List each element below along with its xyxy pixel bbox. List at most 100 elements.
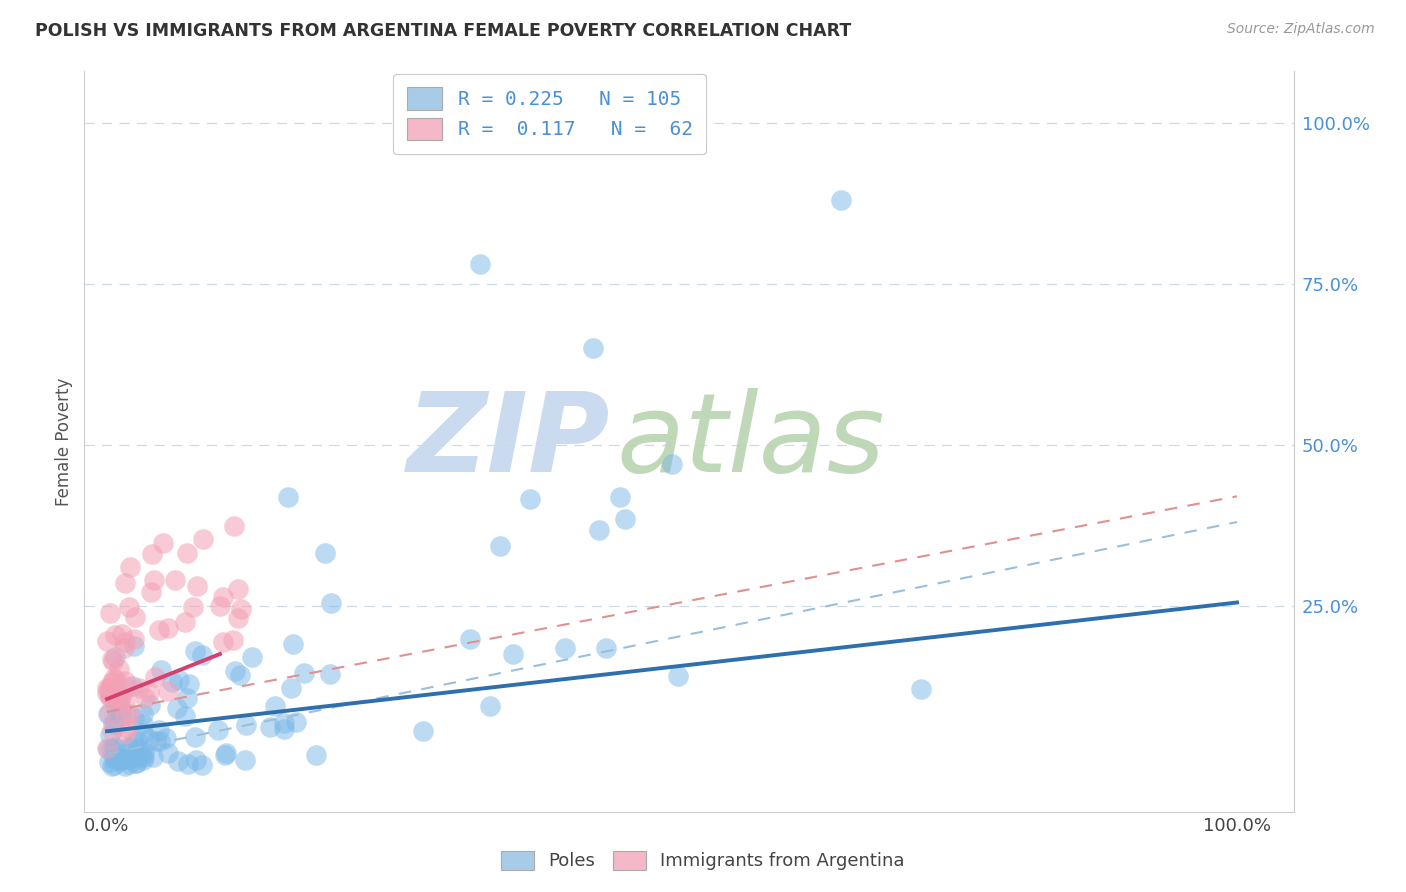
Point — [582, 341, 605, 355]
Point — [157, 684, 180, 698]
Point — [141, 547, 163, 561]
Point — [207, 723, 229, 737]
Point — [132, 707, 155, 722]
Point — [117, 739, 139, 754]
Point — [222, 632, 245, 647]
Point — [134, 691, 156, 706]
Point — [277, 490, 299, 504]
Point — [122, 710, 145, 724]
Point — [118, 756, 141, 771]
Point — [319, 667, 342, 681]
Point — [100, 690, 122, 705]
Point — [613, 512, 636, 526]
Point — [148, 723, 170, 738]
Point — [104, 650, 127, 665]
Point — [110, 701, 132, 715]
Point — [666, 668, 689, 682]
Point — [114, 752, 136, 766]
Point — [142, 750, 165, 764]
Point — [104, 753, 127, 767]
Point — [117, 680, 139, 694]
Point — [114, 708, 136, 723]
Point — [112, 641, 135, 656]
Point — [166, 755, 188, 769]
Point — [156, 746, 179, 760]
Point — [280, 681, 302, 695]
Point — [97, 706, 120, 721]
Point — [143, 670, 166, 684]
Point — [107, 662, 129, 676]
Text: POLISH VS IMMIGRANTS FROM ARGENTINA FEMALE POVERTY CORRELATION CHART: POLISH VS IMMIGRANTS FROM ARGENTINA FEMA… — [35, 22, 852, 40]
Point — [468, 258, 491, 272]
Point — [152, 536, 174, 550]
Point — [174, 709, 197, 723]
Point — [100, 742, 122, 756]
Point — [139, 698, 162, 713]
Point — [104, 717, 127, 731]
Y-axis label: Female Poverty: Female Poverty — [55, 377, 73, 506]
Point — [191, 758, 214, 772]
Point — [114, 759, 136, 773]
Point — [132, 749, 155, 764]
Point — [208, 599, 231, 613]
Point — [120, 707, 142, 722]
Point — [831, 193, 853, 207]
Point — [139, 584, 162, 599]
Point — [110, 690, 132, 704]
Point — [240, 649, 263, 664]
Point — [149, 663, 172, 677]
Point — [609, 490, 631, 504]
Point — [233, 752, 256, 766]
Point — [131, 749, 153, 764]
Point — [96, 740, 118, 755]
Point — [100, 680, 122, 694]
Point — [104, 628, 127, 642]
Point — [174, 615, 197, 630]
Point — [162, 675, 184, 690]
Point — [157, 621, 180, 635]
Point — [259, 720, 281, 734]
Point — [105, 702, 128, 716]
Point — [212, 635, 235, 649]
Point — [118, 560, 141, 574]
Legend: R = 0.225   N = 105, R =  0.117   N =  62: R = 0.225 N = 105, R = 0.117 N = 62 — [394, 74, 706, 153]
Point — [104, 739, 127, 754]
Point — [184, 643, 207, 657]
Point — [125, 749, 148, 764]
Point — [96, 686, 118, 700]
Point — [97, 706, 120, 721]
Point — [132, 717, 155, 731]
Point — [124, 610, 146, 624]
Point — [263, 698, 285, 713]
Point — [107, 691, 129, 706]
Point — [176, 691, 198, 706]
Point — [138, 732, 160, 747]
Point — [127, 734, 149, 748]
Point — [108, 694, 131, 708]
Point — [229, 667, 252, 681]
Point — [142, 573, 165, 587]
Point — [319, 596, 342, 610]
Point — [96, 633, 118, 648]
Point — [100, 652, 122, 666]
Point — [235, 717, 257, 731]
Text: Source: ZipAtlas.com: Source: ZipAtlas.com — [1227, 22, 1375, 37]
Point — [97, 741, 120, 756]
Point — [231, 602, 253, 616]
Point — [224, 519, 246, 533]
Point — [148, 623, 170, 637]
Point — [104, 690, 127, 704]
Point — [114, 634, 136, 648]
Point — [588, 523, 610, 537]
Point — [122, 735, 145, 749]
Point — [226, 582, 249, 597]
Point — [101, 758, 124, 772]
Point — [412, 724, 434, 739]
Point — [104, 673, 127, 687]
Point — [128, 681, 150, 696]
Point — [273, 715, 295, 730]
Point — [103, 751, 125, 765]
Point — [124, 756, 146, 771]
Point — [98, 755, 121, 769]
Point — [215, 746, 238, 760]
